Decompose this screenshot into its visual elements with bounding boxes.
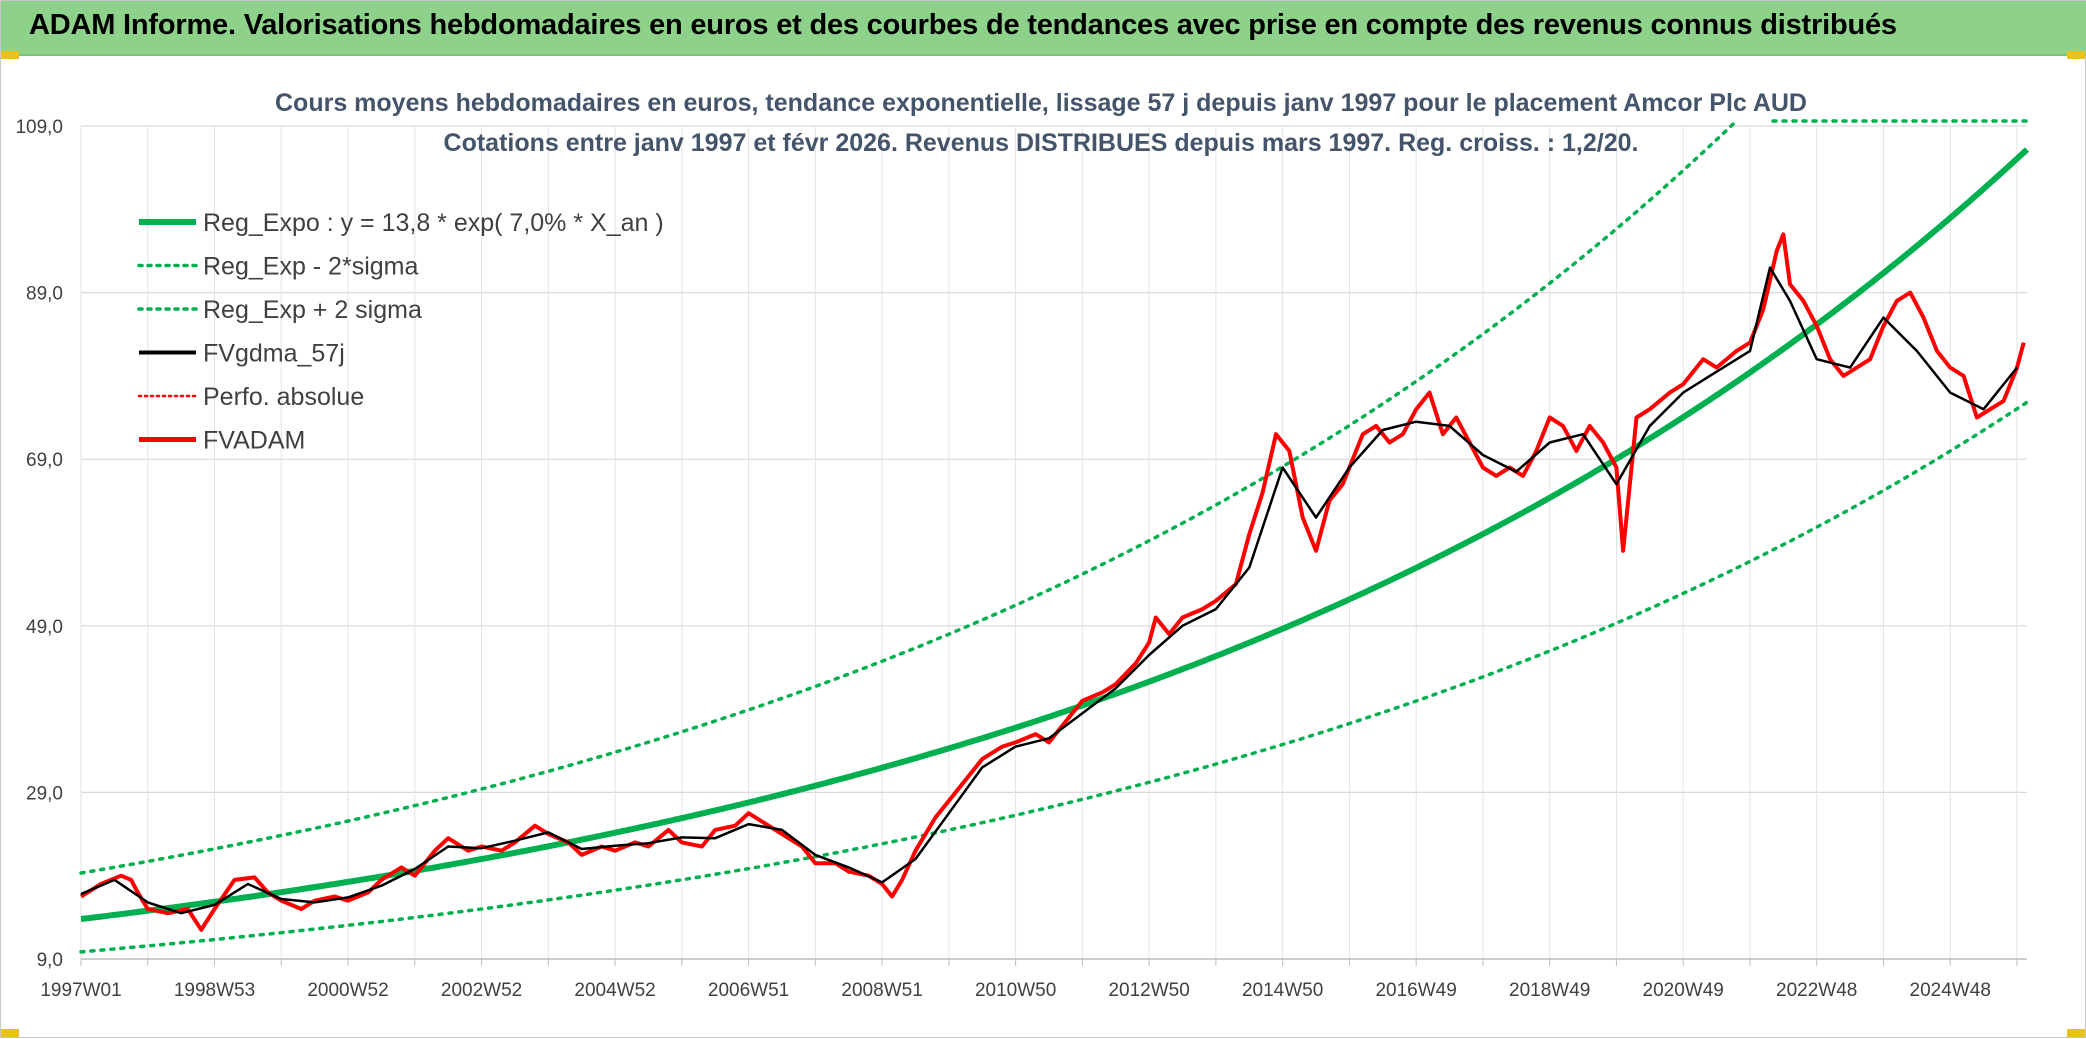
x-tick-label: 2024W48 xyxy=(1910,980,1991,1001)
x-tick-label: 2010W50 xyxy=(975,980,1056,1001)
legend-reg-expo-label: Reg_Expo : y = 13,8 * exp( 7,0% * X_an ) xyxy=(203,209,664,237)
corner-marker-bottom-right xyxy=(2067,1029,2085,1037)
x-tick-label: 2006W51 xyxy=(708,980,789,1001)
y-tick-label: 109,0 xyxy=(15,117,63,138)
x-tick-label: 2022W48 xyxy=(1776,980,1857,1001)
x-tick-label: 2002W52 xyxy=(441,980,522,1001)
corner-marker-bottom-left xyxy=(1,1029,19,1037)
y-tick-label: 9,0 xyxy=(37,950,63,971)
corner-marker-top-right xyxy=(2067,51,2085,59)
reg-minus-2sigma-line xyxy=(79,400,2029,954)
x-tick-label: 2016W49 xyxy=(1375,980,1456,1001)
chart-title-line2: Cotations entre janv 1997 et févr 2026. … xyxy=(444,129,1639,157)
x-tick-label: 2018W49 xyxy=(1509,980,1590,1001)
report-title: ADAM Informe. Valorisations hebdomadaire… xyxy=(29,9,1897,41)
reg-plus-2sigma-line xyxy=(79,122,1736,875)
legend-perfo-label: Perfo. absolue xyxy=(203,383,364,411)
chart-title-line1: Cours moyens hebdomadaires en euros, ten… xyxy=(275,89,1807,117)
fvgdma-line xyxy=(80,266,2018,915)
x-tick-label: 2004W52 xyxy=(574,980,655,1001)
legend-fvgdma-label: FVgdma_57j xyxy=(203,340,345,368)
legend-reg-plus-label: Reg_Exp + 2 sigma xyxy=(203,296,422,324)
y-tick-label: 49,0 xyxy=(26,617,63,638)
report-banner: ADAM Informe. Valorisations hebdomadaire… xyxy=(1,1,2086,56)
x-tick-label: 2020W49 xyxy=(1643,980,1724,1001)
y-tick-label: 29,0 xyxy=(26,783,63,804)
grid-layer xyxy=(80,125,2027,960)
legend-fvadam-label: FVADAM xyxy=(203,427,305,455)
series-layer xyxy=(79,119,2030,954)
x-tick-label: 2000W52 xyxy=(307,980,388,1001)
corner-marker-top-left xyxy=(1,51,19,59)
x-tick-label: 1997W01 xyxy=(40,980,121,1001)
x-tick-label: 2014W50 xyxy=(1242,980,1323,1001)
x-tick-label: 2012W50 xyxy=(1108,980,1189,1001)
fvadam-line xyxy=(79,232,2026,932)
legend-reg-minus-label: Reg_Exp - 2*sigma xyxy=(203,253,418,281)
axis-layer: 9,0 29,0 49,0 69,0 89,0 109,0 1997W01 1998W53 20… xyxy=(15,117,2027,1001)
x-tick-label: 2008W51 xyxy=(841,980,922,1001)
x-tick-label: 1998W53 xyxy=(174,980,255,1001)
y-tick-label: 89,0 xyxy=(26,284,63,305)
y-tick-label: 69,0 xyxy=(26,450,63,471)
legend: Reg_Expo : y = 13,8 * exp( 7,0% * X_an )… xyxy=(137,209,664,455)
